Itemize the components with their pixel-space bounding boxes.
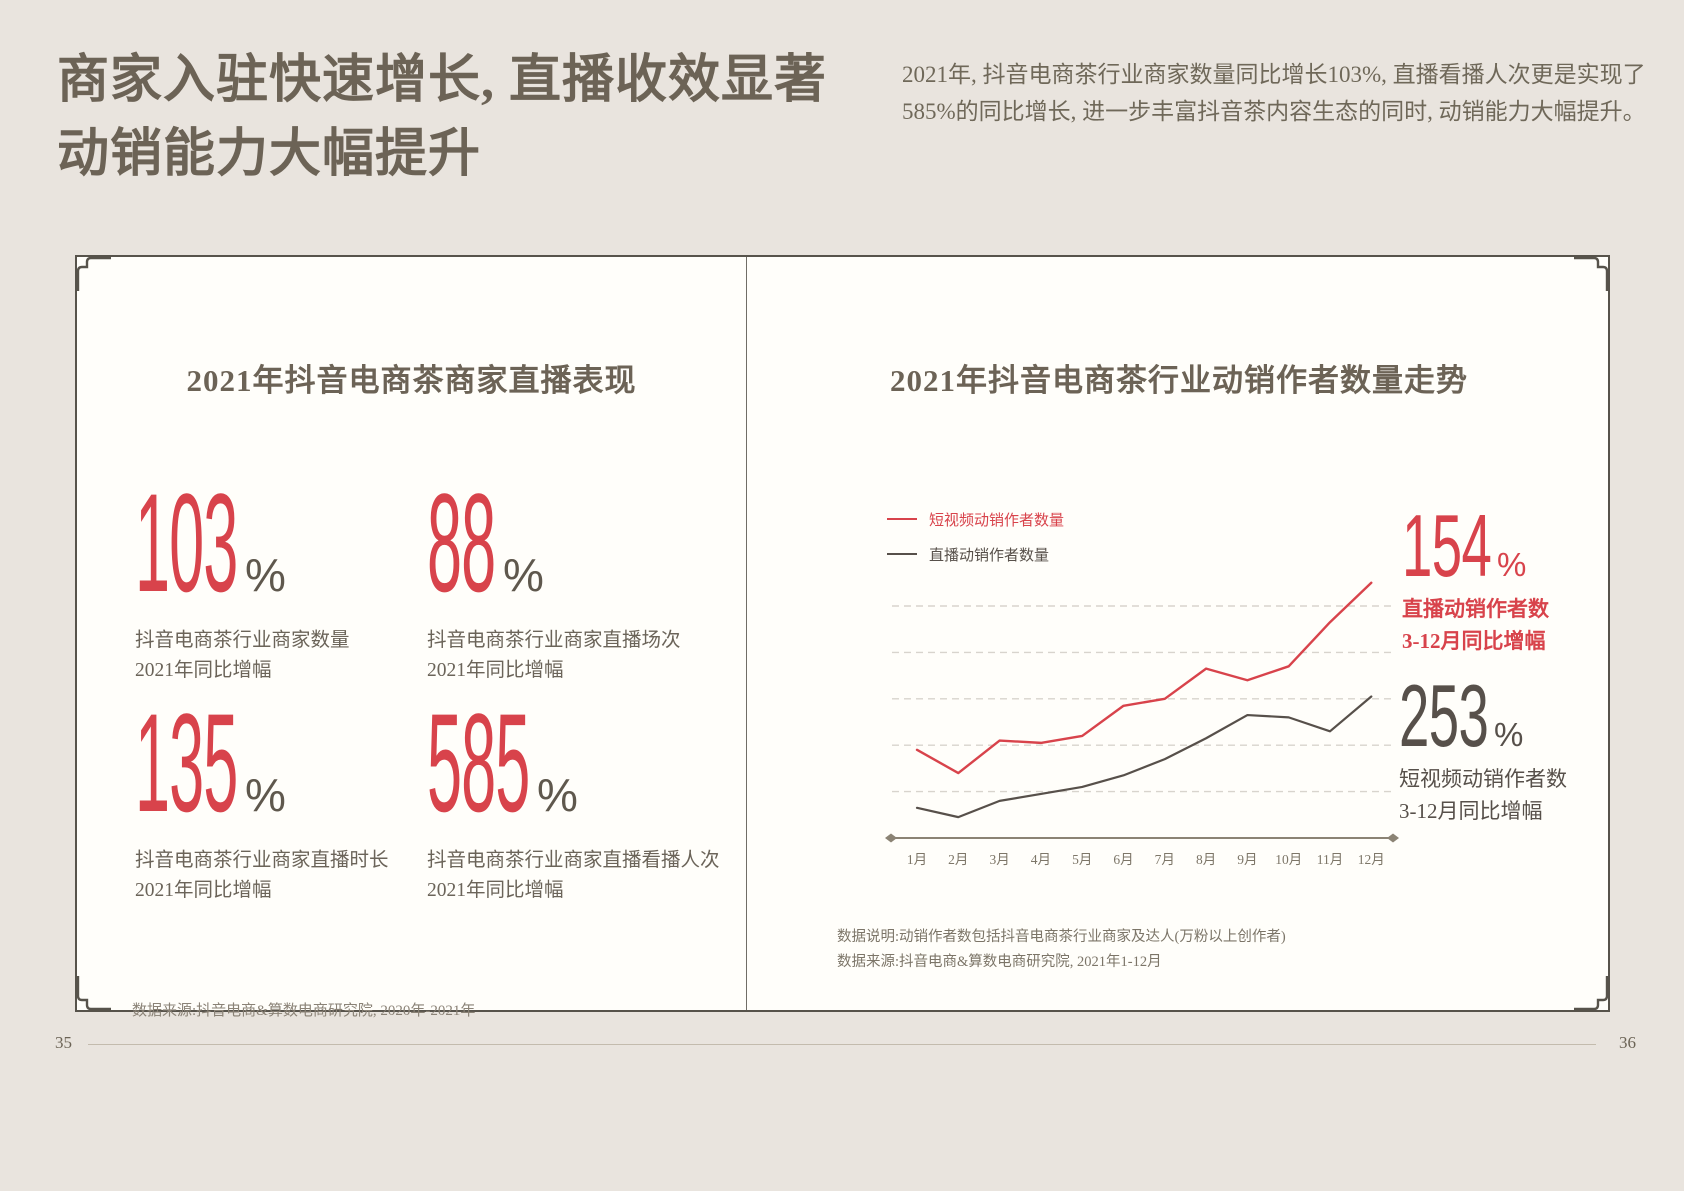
percent-sign: % <box>245 769 286 821</box>
highlight-live-growth: 154% 直播动销作者数 3-12月同比增幅 <box>1402 496 1549 657</box>
highlight-caption: 短视频动销作者数 3-12月同比增幅 <box>1399 767 1567 823</box>
content-frame: 2021年抖音电商茶商家直播表现 103% 抖音电商茶行业商家数量 2021年同… <box>75 255 1610 1019</box>
percent-sign: % <box>1494 716 1524 753</box>
stat-merchant-count: 103% 抖音电商茶行业商家数量 2021年同比增幅 <box>135 464 350 686</box>
svg-text:1月: 1月 <box>907 852 927 867</box>
svg-text:10月: 10月 <box>1275 852 1302 867</box>
stat-caption: 抖音电商茶行业商家直播看播人次 2021年同比增幅 <box>427 850 720 902</box>
legend-item-short-video: 短视频动销作者数量 <box>887 509 1064 529</box>
highlight-caption: 直播动销作者数 3-12月同比增幅 <box>1402 597 1549 653</box>
svg-text:3月: 3月 <box>989 852 1009 867</box>
svg-text:12月: 12月 <box>1358 852 1385 867</box>
legend-item-live: 直播动销作者数量 <box>887 544 1064 564</box>
page-title-line2: 动销能力大幅提升 <box>57 125 482 183</box>
page-title-line1: 商家入驻快速增长, 直播收效显著 <box>57 52 828 109</box>
legend-label: 直播动销作者数量 <box>929 547 1050 564</box>
percent-sign: % <box>1497 546 1527 583</box>
legend-label: 短视频动销作者数量 <box>929 512 1065 529</box>
frame-corner-ornament <box>76 976 111 1011</box>
stat-value: 103% <box>135 464 286 621</box>
stat-caption: 抖音电商茶行业商家数量 2021年同比增幅 <box>135 630 350 682</box>
stat-caption: 抖音电商茶行业商家直播场次 2021年同比增幅 <box>427 630 681 682</box>
highlight-value: 154% <box>1402 496 1527 595</box>
page-number-right: 36 <box>1619 1033 1636 1052</box>
percent-sign: % <box>503 549 544 601</box>
creator-trend-line-chart: 1月 2月 3月 4月 5月 6月 7月 8月 9月 10月 11月 12月 <box>885 581 1399 867</box>
line-swatch-icon <box>887 518 917 520</box>
page-number-left: 35 <box>55 1033 72 1052</box>
footer-rule <box>88 1044 1596 1045</box>
frame-corner-ornament <box>1574 976 1609 1011</box>
data-source: 数据来源:抖音电商&算数电商研究院, 2021年1-12月 <box>837 954 1162 971</box>
intro-line1: 2021年, 抖音电商茶行业商家数量同比增长103%, 直播看播人次更是实现了 <box>902 62 1646 87</box>
svg-text:8月: 8月 <box>1196 852 1216 867</box>
stat-value: 135% <box>135 684 286 841</box>
svg-text:7月: 7月 <box>1155 852 1175 867</box>
svg-text:11月: 11月 <box>1317 852 1344 867</box>
left-data-source: 数据来源:抖音电商&算数电商研究院, 2020年-2021年 <box>132 1003 476 1019</box>
stat-value: 585% <box>427 684 578 841</box>
right-section-title: 2021年抖音电商茶行业动销作者数量走势 <box>890 363 1468 398</box>
stat-value: 88% <box>427 464 544 621</box>
frame-corner-ornament <box>1574 256 1609 291</box>
data-note: 数据说明:动销作者数包括抖音电商茶行业商家及达人(万粉以上创作者) <box>837 929 1286 945</box>
stat-live-duration: 135% 抖音电商茶行业商家直播时长 2021年同比增幅 <box>135 684 389 906</box>
percent-sign: % <box>537 769 578 821</box>
intro-line2: 585%的同比增长, 进一步丰富抖音茶内容生态的同时, 动销能力大幅提升。 <box>902 99 1646 125</box>
percent-sign: % <box>245 549 286 601</box>
right-data-notes: 数据说明:动销作者数包括抖音电商茶行业商家及达人(万粉以上创作者) 数据来源:抖… <box>837 925 1286 976</box>
svg-text:9月: 9月 <box>1237 852 1257 867</box>
svg-text:6月: 6月 <box>1113 852 1133 867</box>
page-title: 商家入驻快速增长, 直播收效显著 动销能力大幅提升 <box>57 44 827 192</box>
stat-live-sessions: 88% 抖音电商茶行业商家直播场次 2021年同比增幅 <box>427 464 681 686</box>
svg-text:2月: 2月 <box>948 852 968 867</box>
chart-legend: 短视频动销作者数量 直播动销作者数量 <box>887 509 1064 579</box>
left-section-title: 2021年抖音电商茶商家直播表现 <box>186 363 637 398</box>
svg-text:4月: 4月 <box>1031 852 1051 867</box>
stat-caption: 抖音电商茶行业商家直播时长 2021年同比增幅 <box>135 850 389 902</box>
intro-text: 2021年, 抖音电商茶行业商家数量同比增长103%, 直播看播人次更是实现了 … <box>902 56 1646 131</box>
line-swatch-icon <box>887 553 917 555</box>
panel-divider <box>746 257 747 1010</box>
frame-corner-ornament <box>76 256 111 291</box>
highlight-short-video-growth: 253% 短视频动销作者数 3-12月同比增幅 <box>1399 666 1567 827</box>
highlight-value: 253% <box>1399 666 1524 765</box>
svg-text:5月: 5月 <box>1072 852 1092 867</box>
stat-live-views: 585% 抖音电商茶行业商家直播看播人次 2021年同比增幅 <box>427 684 720 906</box>
